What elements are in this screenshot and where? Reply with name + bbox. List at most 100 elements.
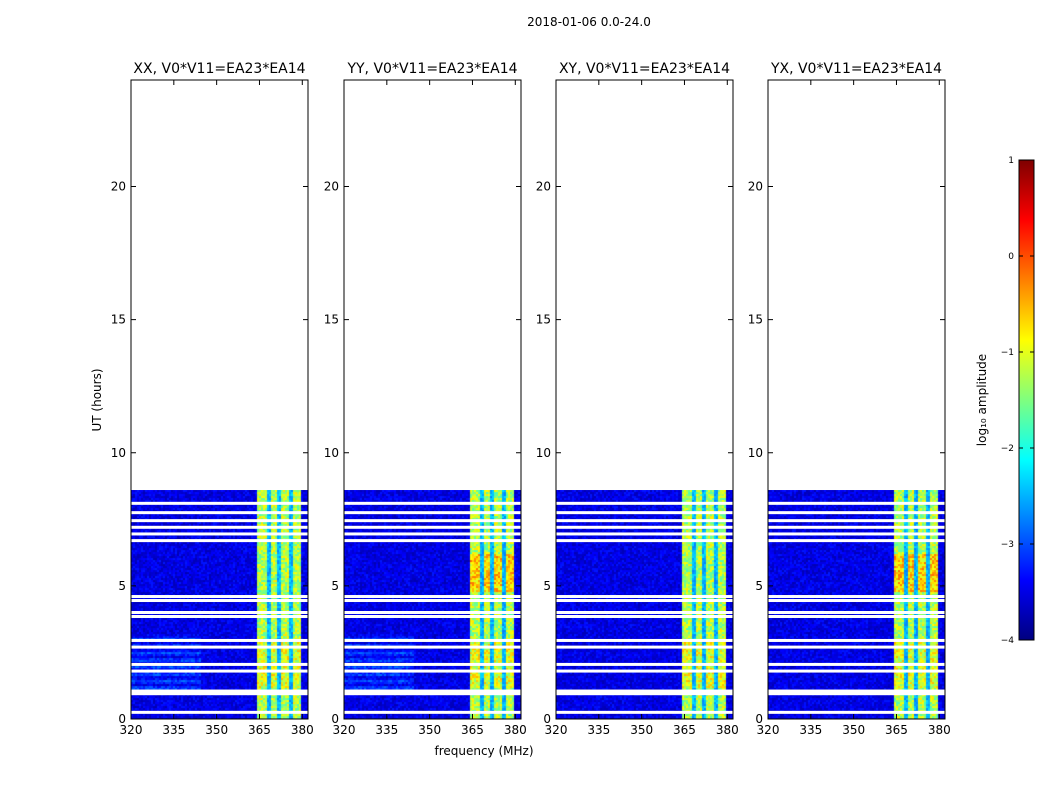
flagged-row [556,501,733,505]
colorbar-gradient [1018,159,1035,641]
flagged-row [344,669,521,673]
flagged-row [131,511,308,515]
y-tick-label: 0 [755,712,763,726]
x-tick-label: 350 [630,723,653,737]
flagged-row [344,525,521,529]
flagged-row [344,689,521,693]
y-tick-label: 0 [543,712,551,726]
flagged-row [768,614,945,618]
y-tick-label: 15 [748,313,763,327]
panel-title: XX, V0*V11=EA23*EA14 [133,61,305,77]
colorbar-tick-label: 1 [1008,156,1014,166]
panel-3: XY, V0*V11=EA23*EA14 320 335 350 365 380 0 5 10 1… [536,61,739,737]
x-axis-label: frequency (MHz) [434,744,533,758]
panel-title: XY, V0*V11=EA23*EA14 [559,61,730,77]
x-tick-label: 350 [842,723,865,737]
flagged-row [344,638,521,642]
flagged-row [131,614,308,618]
spectrogram-image [556,490,733,720]
x-tick-label: 320 [545,723,568,737]
y-axis-label: UT (hours) [90,368,104,431]
flagged-row [131,595,308,599]
flagged-row [768,638,945,642]
flagged-row [556,669,733,673]
flagged-row [131,611,308,614]
flagged-row [556,614,733,618]
y-tick-label: 15 [111,313,126,327]
panel-title: YY, V0*V11=EA23*EA14 [346,61,517,77]
flagged-row [131,689,308,693]
flagged-row [556,611,733,614]
panel-title: YX, V0*V11=EA23*EA14 [770,61,942,77]
flagged-row [131,669,308,673]
flagged-row [131,645,308,649]
flagged-row [131,662,308,666]
y-tick-label: 20 [748,180,763,194]
x-tick-label: 335 [799,723,822,737]
flagged-row [556,599,733,603]
spectrogram-image [768,490,945,720]
colorbar-tick-label: −1 [1001,348,1014,358]
y-tick-label: 0 [331,712,339,726]
flagged-row [768,595,945,599]
x-tick-label: 320 [120,723,143,737]
x-tick-label: 335 [587,723,610,737]
flagged-row [556,662,733,666]
panel-frame [555,79,734,720]
flagged-row [556,525,733,529]
y-tick-label: 20 [111,180,126,194]
flagged-row [344,614,521,618]
x-tick-label: 320 [757,723,780,737]
x-tick-label: 335 [162,723,185,737]
flagged-row [344,662,521,666]
flagged-row [556,532,733,536]
spectrogram-image [131,490,308,720]
colorbar-tick-label: −4 [1001,636,1015,646]
flagged-row [344,645,521,649]
flagged-row [768,669,945,673]
flagged-row [768,519,945,523]
x-tick-label: 380 [716,723,739,737]
flagged-row [556,638,733,642]
y-tick-label: 5 [543,579,551,593]
x-tick-label: 365 [885,723,908,737]
y-tick-label: 0 [118,712,126,726]
flagged-row [344,539,521,543]
x-tick-label: 335 [375,723,398,737]
y-tick-label: 20 [324,180,339,194]
flagged-row [344,611,521,614]
figure-suptitle: 2018-01-06 0.0-24.0 [527,15,651,29]
x-tick-label: 380 [291,723,314,737]
x-tick-label: 350 [418,723,441,737]
flagged-row [768,689,945,693]
panel-frame [767,79,946,720]
flagged-row [344,501,521,505]
spectrogram-image [344,490,521,720]
flagged-row [768,692,945,696]
flagged-row [556,595,733,599]
y-tick-label: 10 [111,446,126,460]
flagged-row [131,532,308,536]
x-tick-label: 365 [461,723,484,737]
panels-group: XX, V0*V11=EA23*EA14 320 335 350 365 380 0 5 10 1… [111,61,951,737]
flagged-row [131,519,308,523]
colorbar-label: log₁₀ amplitude [975,354,989,446]
x-tick-label: 365 [248,723,271,737]
flagged-row [556,519,733,523]
flagged-row [768,645,945,649]
colorbar-tick-label: −3 [1001,540,1014,550]
y-tick-label: 15 [324,313,339,327]
flagged-row [344,599,521,603]
flagged-row [768,525,945,529]
x-tick-label: 365 [673,723,696,737]
flagged-row [768,539,945,543]
flagged-row [556,710,733,714]
flagged-row [131,638,308,642]
y-tick-label: 5 [331,579,339,593]
y-tick-label: 5 [118,579,126,593]
panel-frame [343,79,522,720]
flagged-row [131,710,308,714]
y-tick-label: 10 [748,446,763,460]
panel-4: YX, V0*V11=EA23*EA14 320 335 350 365 380 0 5 10 1… [748,61,951,737]
